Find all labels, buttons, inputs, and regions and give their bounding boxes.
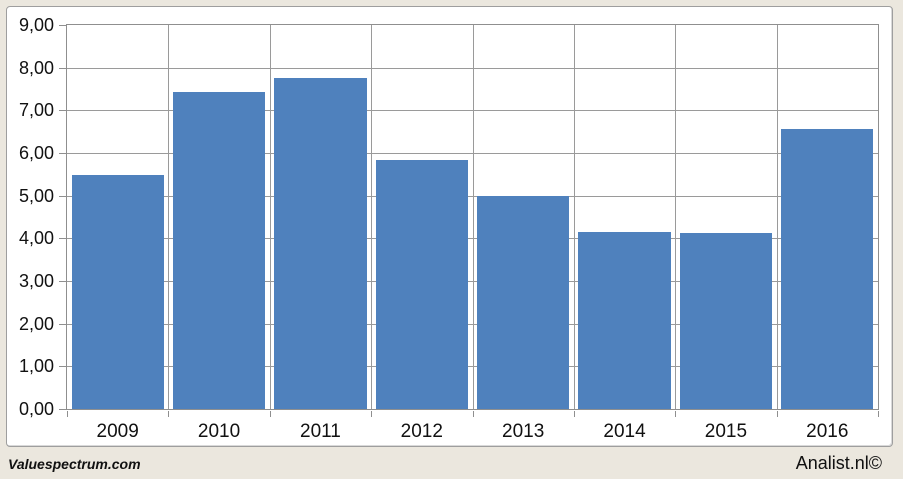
y-axis-label: 9,00 bbox=[18, 15, 54, 35]
y-axis-label: 3,00 bbox=[18, 271, 54, 291]
y-tick-mark bbox=[59, 409, 66, 410]
y-tick-mark bbox=[59, 153, 66, 154]
x-tick-mark bbox=[371, 411, 373, 417]
bar-2016 bbox=[781, 128, 874, 409]
bar-2014 bbox=[578, 231, 671, 409]
y-tick-mark bbox=[59, 238, 66, 240]
bar-2013 bbox=[477, 196, 570, 409]
y-tick-mark bbox=[59, 281, 66, 282]
vertical-gridline bbox=[776, 25, 778, 409]
y-tick-mark bbox=[59, 110, 66, 112]
y-axis-label: 7,00 bbox=[18, 100, 54, 121]
x-axis-label: 2014 bbox=[603, 421, 646, 442]
y-axis-label: 8,00 bbox=[18, 57, 54, 78]
y-axis-label: 5,00 bbox=[18, 185, 54, 206]
x-axis-label: 2009 bbox=[96, 421, 139, 442]
footer-brand-left: Valuespectrum.com bbox=[8, 456, 141, 472]
x-axis-label: 2015 bbox=[704, 421, 748, 442]
x-axis-label: 2016 bbox=[806, 421, 849, 442]
x-tick-mark bbox=[776, 411, 778, 417]
x-tick-mark bbox=[67, 411, 68, 417]
y-axis-label: 1,00 bbox=[18, 356, 54, 377]
plot-area bbox=[66, 24, 879, 410]
bar-2010 bbox=[172, 91, 266, 409]
x-axis-label: 2011 bbox=[300, 421, 341, 442]
y-axis-label: 6,00 bbox=[18, 143, 54, 163]
vertical-gridline bbox=[168, 25, 170, 409]
x-axis-label: 2010 bbox=[197, 421, 241, 442]
bar-2009 bbox=[71, 175, 164, 409]
y-axis-label: 2,00 bbox=[18, 313, 54, 334]
x-axis-label: 2012 bbox=[400, 421, 443, 442]
footer-brand-right: Analist.nl© bbox=[795, 453, 882, 473]
y-axis-label: 4,00 bbox=[18, 228, 54, 249]
vertical-gridline bbox=[371, 25, 373, 409]
vertical-gridline bbox=[675, 25, 677, 409]
y-tick-mark bbox=[59, 67, 66, 69]
y-tick-mark bbox=[59, 323, 66, 325]
x-axis-label: 2013 bbox=[502, 421, 545, 442]
x-tick-mark bbox=[675, 411, 677, 417]
y-axis-label: 0,00 bbox=[18, 399, 54, 419]
x-tick-mark bbox=[472, 411, 474, 417]
bar-2011 bbox=[274, 77, 367, 409]
bar-2012 bbox=[375, 160, 468, 409]
vertical-gridline bbox=[573, 25, 575, 409]
vertical-gridline bbox=[472, 25, 474, 409]
y-tick-mark bbox=[59, 25, 66, 26]
vertical-gridline bbox=[269, 25, 271, 409]
x-tick-mark bbox=[269, 411, 271, 417]
x-tick-mark bbox=[168, 411, 170, 417]
x-tick-mark bbox=[573, 411, 575, 417]
bar-2015 bbox=[679, 232, 773, 409]
x-tick-mark bbox=[878, 411, 879, 417]
y-tick-mark bbox=[59, 195, 66, 197]
y-tick-mark bbox=[59, 366, 66, 368]
